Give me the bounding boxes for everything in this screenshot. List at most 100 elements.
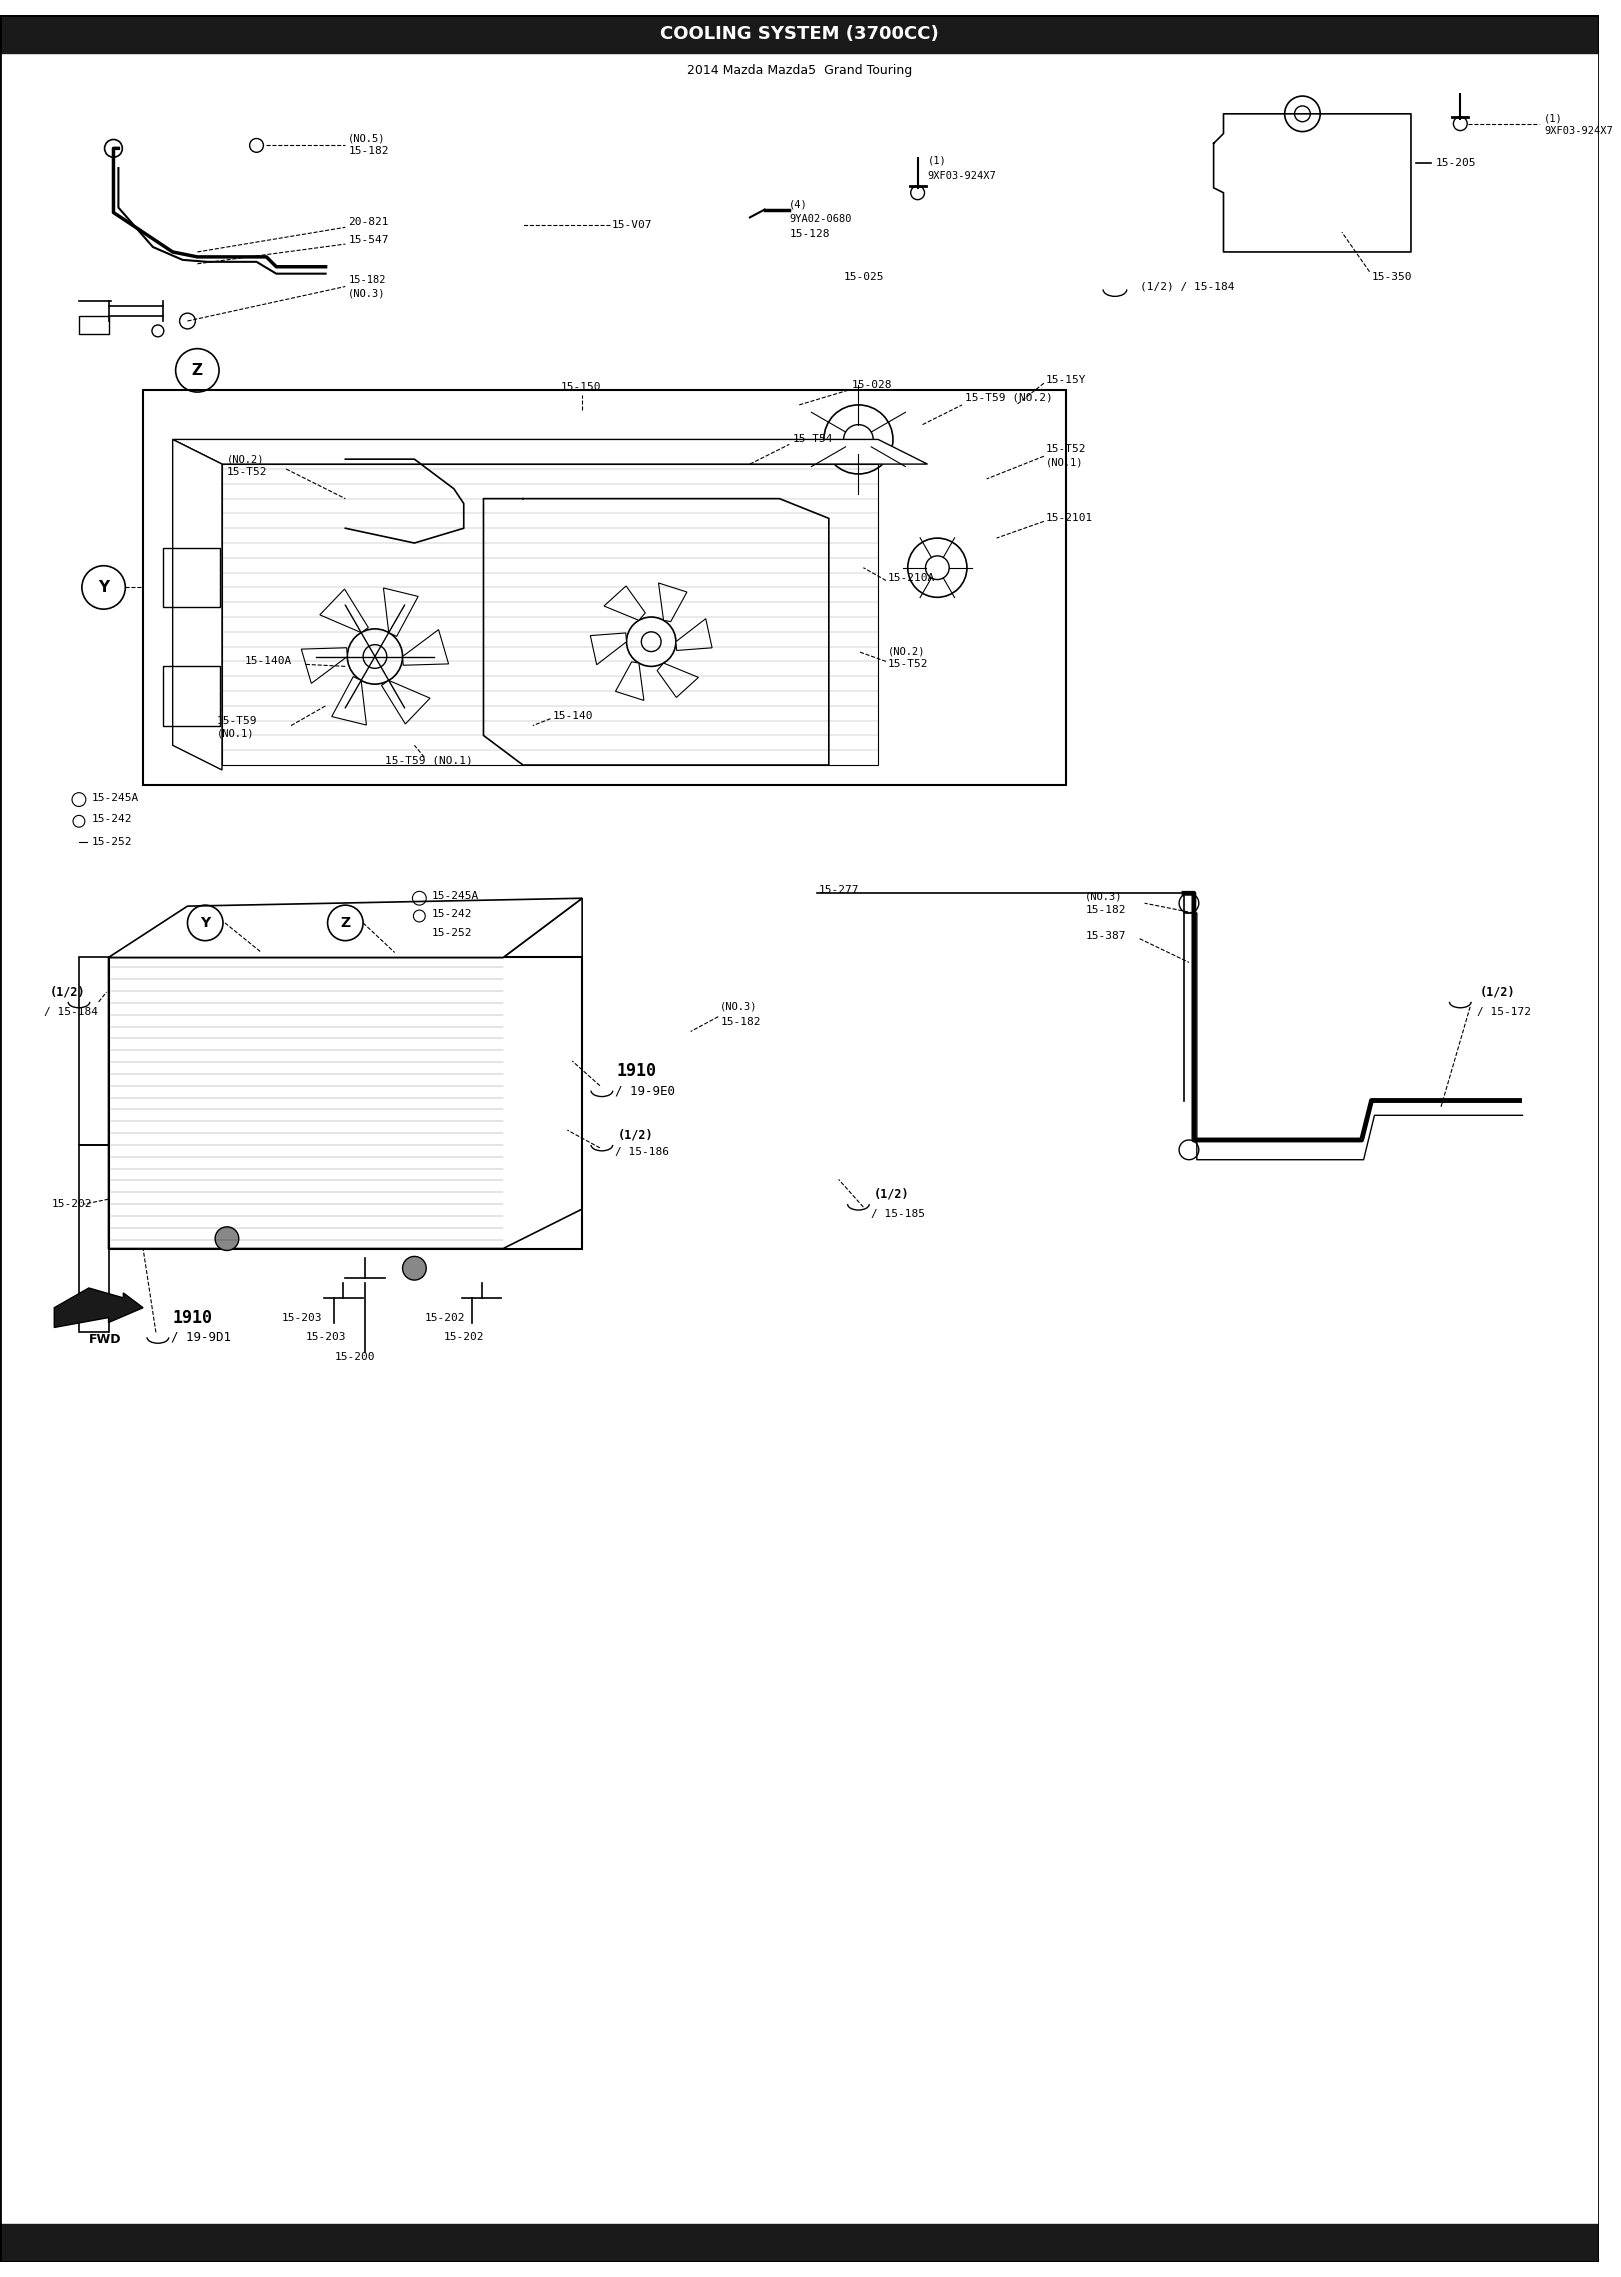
- Text: 9XF03-924X7: 9XF03-924X7: [1545, 125, 1613, 137]
- Text: 15-182: 15-182: [349, 276, 386, 285]
- Polygon shape: [302, 647, 347, 683]
- Text: 15-T59 (NO.2): 15-T59 (NO.2): [964, 394, 1052, 403]
- Text: 15-202: 15-202: [444, 1332, 485, 1343]
- Text: (NO.5): (NO.5): [349, 134, 386, 143]
- Text: 15-203: 15-203: [280, 1312, 321, 1323]
- Text: (1): (1): [927, 155, 947, 166]
- Bar: [162, 549, 220, 608]
- Text: / 19-9D1: / 19-9D1: [170, 1330, 230, 1343]
- Text: 15-182: 15-182: [720, 1016, 760, 1027]
- Bar: [222, 465, 879, 765]
- Text: 15-205: 15-205: [1436, 157, 1477, 168]
- Bar: [79, 1145, 109, 1332]
- Text: 15-242: 15-242: [433, 909, 473, 920]
- Text: (4): (4): [789, 200, 809, 209]
- Text: / 15-186: / 15-186: [614, 1148, 669, 1157]
- Bar: [0, 16, 1600, 52]
- Polygon shape: [381, 681, 430, 724]
- Text: 9XF03-924X7: 9XF03-924X7: [927, 171, 997, 180]
- Text: 15-140: 15-140: [553, 710, 593, 722]
- Text: (NO.1): (NO.1): [1046, 458, 1083, 467]
- Text: 15-025: 15-025: [843, 271, 883, 282]
- Text: 15-T52: 15-T52: [1046, 444, 1086, 455]
- Polygon shape: [332, 676, 366, 724]
- Polygon shape: [590, 633, 627, 665]
- Text: 15-182: 15-182: [349, 146, 389, 157]
- Text: 15-252: 15-252: [92, 838, 133, 847]
- Text: 15-202: 15-202: [425, 1312, 465, 1323]
- Text: 15-210A: 15-210A: [888, 572, 935, 583]
- Text: 15-547: 15-547: [349, 235, 389, 246]
- Text: 15-277: 15-277: [819, 886, 859, 895]
- Text: (NO.2): (NO.2): [227, 453, 264, 465]
- Text: / 15-185: / 15-185: [870, 1209, 926, 1218]
- Text: 15-15Y: 15-15Y: [1046, 376, 1086, 385]
- Text: 15-252: 15-252: [433, 927, 473, 938]
- Text: (1/2) / 15-184: (1/2) / 15-184: [1140, 282, 1234, 291]
- Text: 15-387: 15-387: [1086, 931, 1127, 940]
- Circle shape: [216, 1227, 238, 1250]
- Polygon shape: [384, 587, 418, 635]
- Text: / 15-184: / 15-184: [44, 1006, 99, 1018]
- Bar: [79, 317, 109, 335]
- Text: 15-203: 15-203: [305, 1332, 345, 1343]
- Text: 15-V07: 15-V07: [611, 221, 652, 230]
- Text: Z: Z: [191, 362, 203, 378]
- Text: Y: Y: [97, 581, 109, 594]
- Polygon shape: [676, 619, 712, 651]
- Circle shape: [1454, 116, 1467, 130]
- Bar: [143, 389, 1065, 786]
- Text: 2014 Mazda Mazda5  Grand Touring: 2014 Mazda Mazda5 Grand Touring: [687, 64, 913, 77]
- Text: 15-350: 15-350: [1371, 271, 1412, 282]
- Polygon shape: [402, 631, 449, 665]
- Text: 15-T54: 15-T54: [793, 435, 833, 444]
- Text: Y: Y: [199, 915, 211, 929]
- Text: (1/2): (1/2): [874, 1189, 909, 1200]
- Text: COOLING SYSTEM (3700CC): COOLING SYSTEM (3700CC): [660, 25, 939, 43]
- Text: 15-245A: 15-245A: [433, 890, 480, 902]
- Text: 9YA02-0680: 9YA02-0680: [789, 214, 853, 225]
- Text: / 19-9E0: / 19-9E0: [614, 1084, 674, 1098]
- Text: 15-202: 15-202: [52, 1200, 92, 1209]
- Circle shape: [402, 1257, 426, 1280]
- Text: 15-140A: 15-140A: [245, 656, 292, 667]
- Text: 15-028: 15-028: [851, 380, 892, 389]
- Text: (NO.2): (NO.2): [888, 647, 926, 656]
- Text: FWD: FWD: [89, 1332, 122, 1346]
- Text: 15-T59: 15-T59: [217, 715, 258, 726]
- Polygon shape: [605, 585, 645, 619]
- Text: 15-245A: 15-245A: [92, 792, 139, 802]
- Text: 15-2101: 15-2101: [1046, 512, 1093, 524]
- Text: 15-200: 15-200: [336, 1353, 376, 1362]
- Text: (1/2): (1/2): [618, 1129, 653, 1141]
- Text: 15-150: 15-150: [561, 383, 601, 392]
- Text: Z: Z: [340, 915, 350, 929]
- Bar: [0, 2225, 1600, 2261]
- Text: / 15-172: / 15-172: [1477, 1006, 1532, 1018]
- Bar: [109, 956, 582, 1248]
- Text: 1910: 1910: [173, 1309, 212, 1327]
- Text: 15-T59 (NO.1): 15-T59 (NO.1): [384, 756, 473, 765]
- Text: (1/2): (1/2): [1480, 986, 1516, 1000]
- Text: 15-T52: 15-T52: [888, 660, 929, 669]
- Circle shape: [911, 187, 924, 200]
- Polygon shape: [173, 439, 927, 465]
- Bar: [79, 956, 109, 1145]
- Polygon shape: [53, 1289, 143, 1327]
- Text: (NO.3): (NO.3): [720, 1002, 757, 1011]
- Text: (NO.1): (NO.1): [217, 729, 254, 738]
- Bar: [162, 667, 220, 726]
- Text: 15-242: 15-242: [92, 815, 133, 824]
- Text: 1910: 1910: [616, 1061, 657, 1079]
- Polygon shape: [109, 897, 582, 1248]
- Text: 15-128: 15-128: [789, 230, 830, 239]
- Polygon shape: [657, 663, 699, 697]
- Polygon shape: [319, 590, 368, 633]
- Text: (1/2): (1/2): [49, 986, 84, 1000]
- Polygon shape: [173, 439, 222, 770]
- Polygon shape: [109, 897, 582, 956]
- Text: (NO.3): (NO.3): [1086, 890, 1123, 902]
- Text: 15-182: 15-182: [1086, 904, 1127, 915]
- Polygon shape: [616, 663, 644, 701]
- Polygon shape: [658, 583, 687, 622]
